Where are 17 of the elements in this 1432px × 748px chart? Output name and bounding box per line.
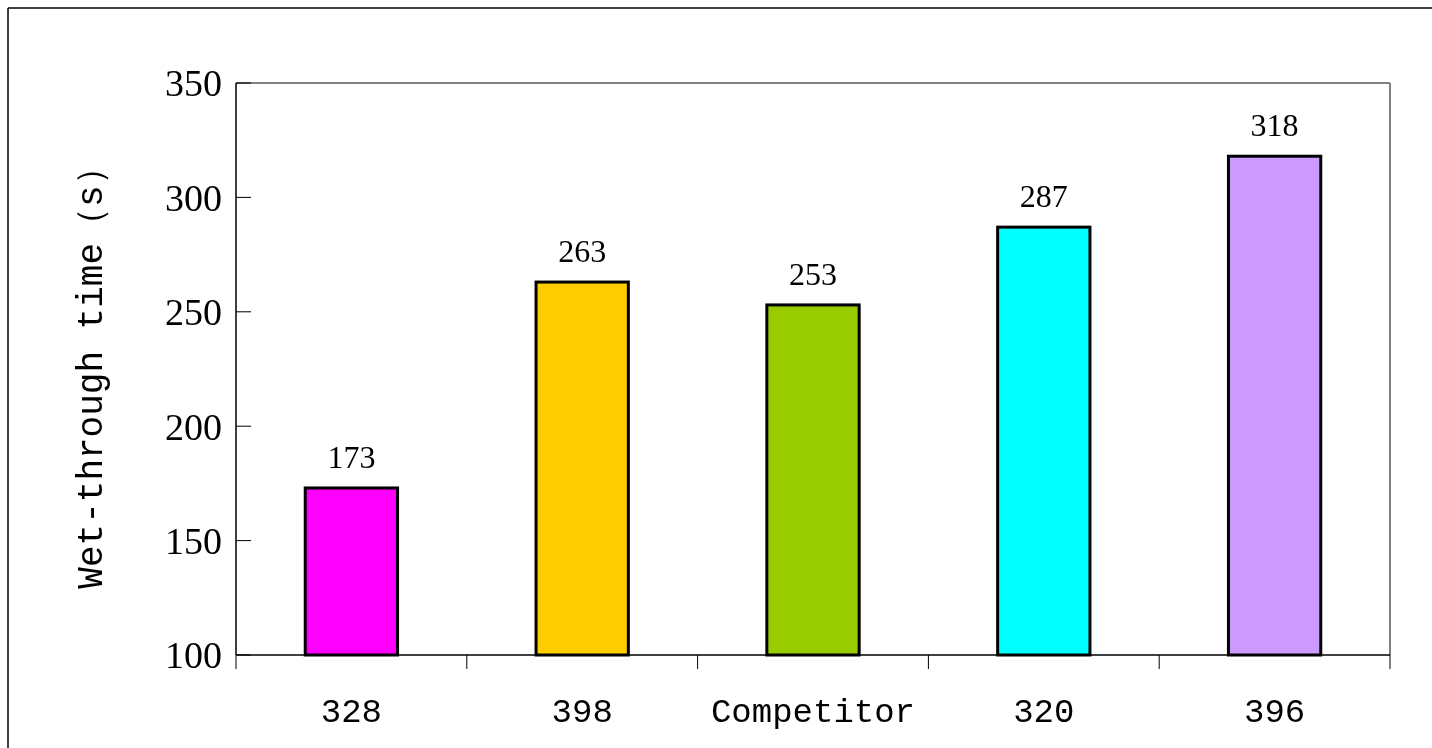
y-tick-label: 100 — [165, 634, 222, 677]
data-label: 263 — [558, 233, 607, 270]
x-tick-label: Competitor — [710, 694, 916, 732]
x-tick-label: 328 — [320, 694, 383, 732]
data-label: 318 — [1250, 107, 1299, 144]
data-label: 173 — [327, 438, 376, 475]
y-axis-title: Wet-through time（s） — [72, 149, 113, 589]
x-tick-label: 398 — [551, 694, 613, 732]
y-tick-label: 350 — [165, 62, 222, 105]
data-label: 287 — [1019, 178, 1068, 215]
y-tick-label: 200 — [165, 405, 222, 448]
data-label: 253 — [789, 255, 837, 292]
y-tick-label: 250 — [165, 291, 222, 334]
x-tick-label: 396 — [1243, 694, 1306, 732]
y-tick-label: 150 — [165, 519, 222, 562]
y-tick-label: 300 — [165, 176, 222, 219]
x-tick-label: 320 — [1013, 694, 1075, 732]
